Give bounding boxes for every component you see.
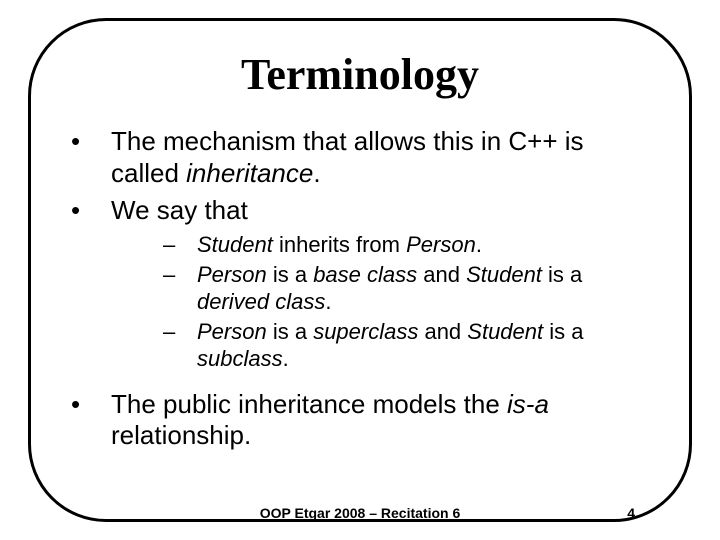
footer-page-number: 4 [627, 505, 635, 521]
sub-bullet-item: Student inherits from Person. [111, 231, 657, 259]
bullet-list: The mechanism that allows this in C++ is… [63, 126, 657, 452]
bullet-item: The mechanism that allows this in C++ is… [63, 126, 657, 189]
slide-title: Terminology [63, 49, 657, 100]
bullet-item: The public inheritance models the is-a r… [63, 389, 657, 452]
sub-bullet-item: Person is a base class and Student is a … [111, 261, 657, 316]
bullet-text: The public inheritance models the is-a r… [111, 389, 549, 451]
sub-bullet-text: Person is a base class and Student is a … [197, 262, 582, 315]
footer-center-text: OOP Etgar 2008 – Recitation 6 [31, 505, 689, 521]
bullet-item: We say that Student inherits from Person… [63, 195, 657, 372]
sub-bullet-list: Student inherits from Person. Person is … [111, 231, 657, 373]
bullet-text: We say that [111, 195, 248, 225]
sub-bullet-text: Person is a superclass and Student is a … [197, 319, 583, 372]
sub-bullet-item: Person is a superclass and Student is a … [111, 318, 657, 373]
slide: Terminology The mechanism that allows th… [0, 0, 720, 540]
bullet-text: The mechanism that allows this in C++ is… [111, 126, 584, 188]
slide-frame: Terminology The mechanism that allows th… [28, 18, 692, 522]
sub-bullet-text: Student inherits from Person. [197, 232, 482, 257]
